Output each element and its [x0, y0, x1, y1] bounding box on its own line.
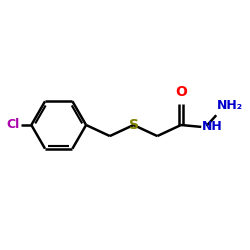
Text: S: S: [128, 118, 138, 132]
Text: NH: NH: [202, 120, 222, 134]
Text: O: O: [175, 85, 187, 99]
Text: NH₂: NH₂: [217, 100, 243, 112]
Text: Cl: Cl: [6, 118, 20, 132]
